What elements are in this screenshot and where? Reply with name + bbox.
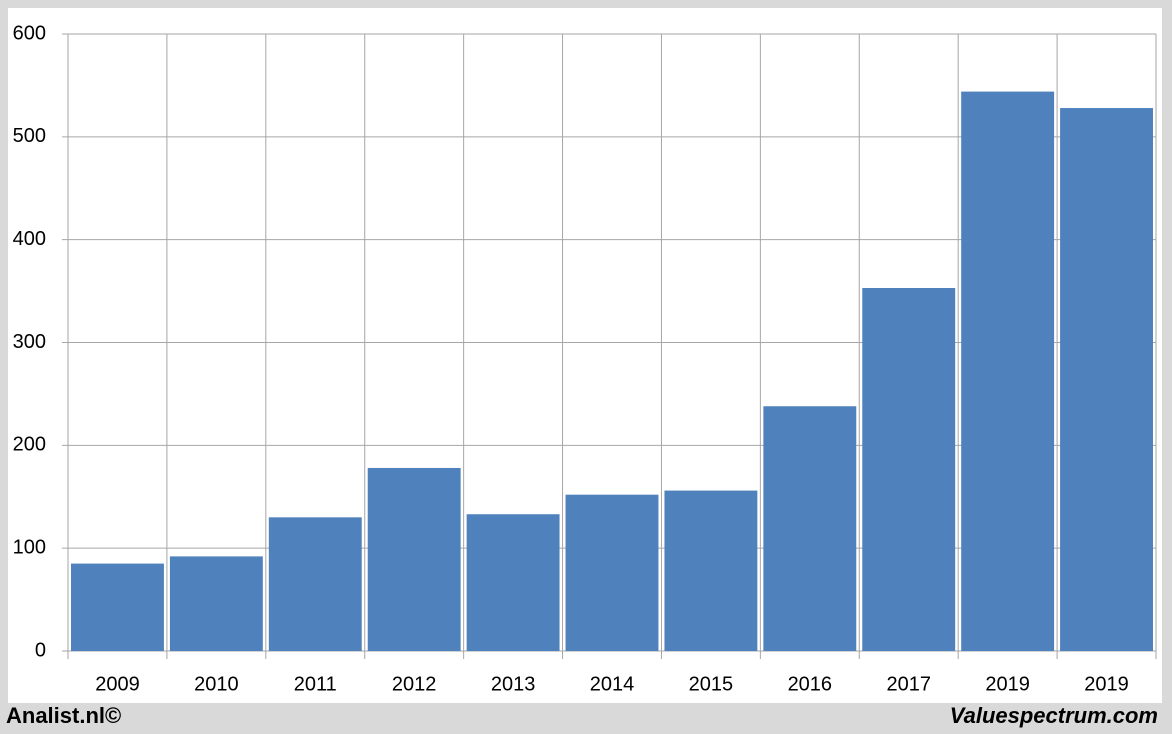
x-tick-label: 2019: [985, 673, 1030, 695]
x-tick-label: 2019: [1084, 673, 1129, 695]
y-tick-label: 0: [35, 639, 46, 661]
bar: [565, 494, 659, 651]
x-tick-label: 2017: [886, 673, 931, 695]
y-tick-label: 300: [13, 331, 46, 353]
y-tick-label: 200: [13, 434, 46, 456]
x-tick-label: 2011: [294, 673, 337, 695]
source-right: Valuespectrum.com: [950, 703, 1158, 728]
bar: [268, 517, 362, 651]
bar: [466, 514, 560, 651]
x-tick-label: 2013: [491, 673, 536, 695]
x-tick-label: 2012: [392, 673, 437, 695]
y-tick-label: 400: [13, 228, 46, 250]
bar: [664, 490, 758, 651]
y-tick-label: 500: [13, 125, 46, 147]
x-tick-label: 2014: [590, 673, 635, 695]
y-tick-label: 600: [13, 22, 46, 44]
x-tick-label: 2015: [689, 673, 734, 695]
bar: [169, 556, 263, 651]
x-tick-label: 2010: [194, 673, 239, 695]
x-tick-label: 2009: [95, 673, 140, 695]
x-tick-label: 2016: [788, 673, 833, 695]
bar: [763, 406, 857, 651]
bar: [862, 287, 956, 651]
bar: [1060, 108, 1153, 652]
bar: [367, 467, 461, 651]
source-left: Analist.nl©: [6, 703, 121, 728]
bar: [71, 563, 164, 651]
y-tick-label: 100: [13, 536, 46, 558]
bar: [961, 91, 1055, 651]
